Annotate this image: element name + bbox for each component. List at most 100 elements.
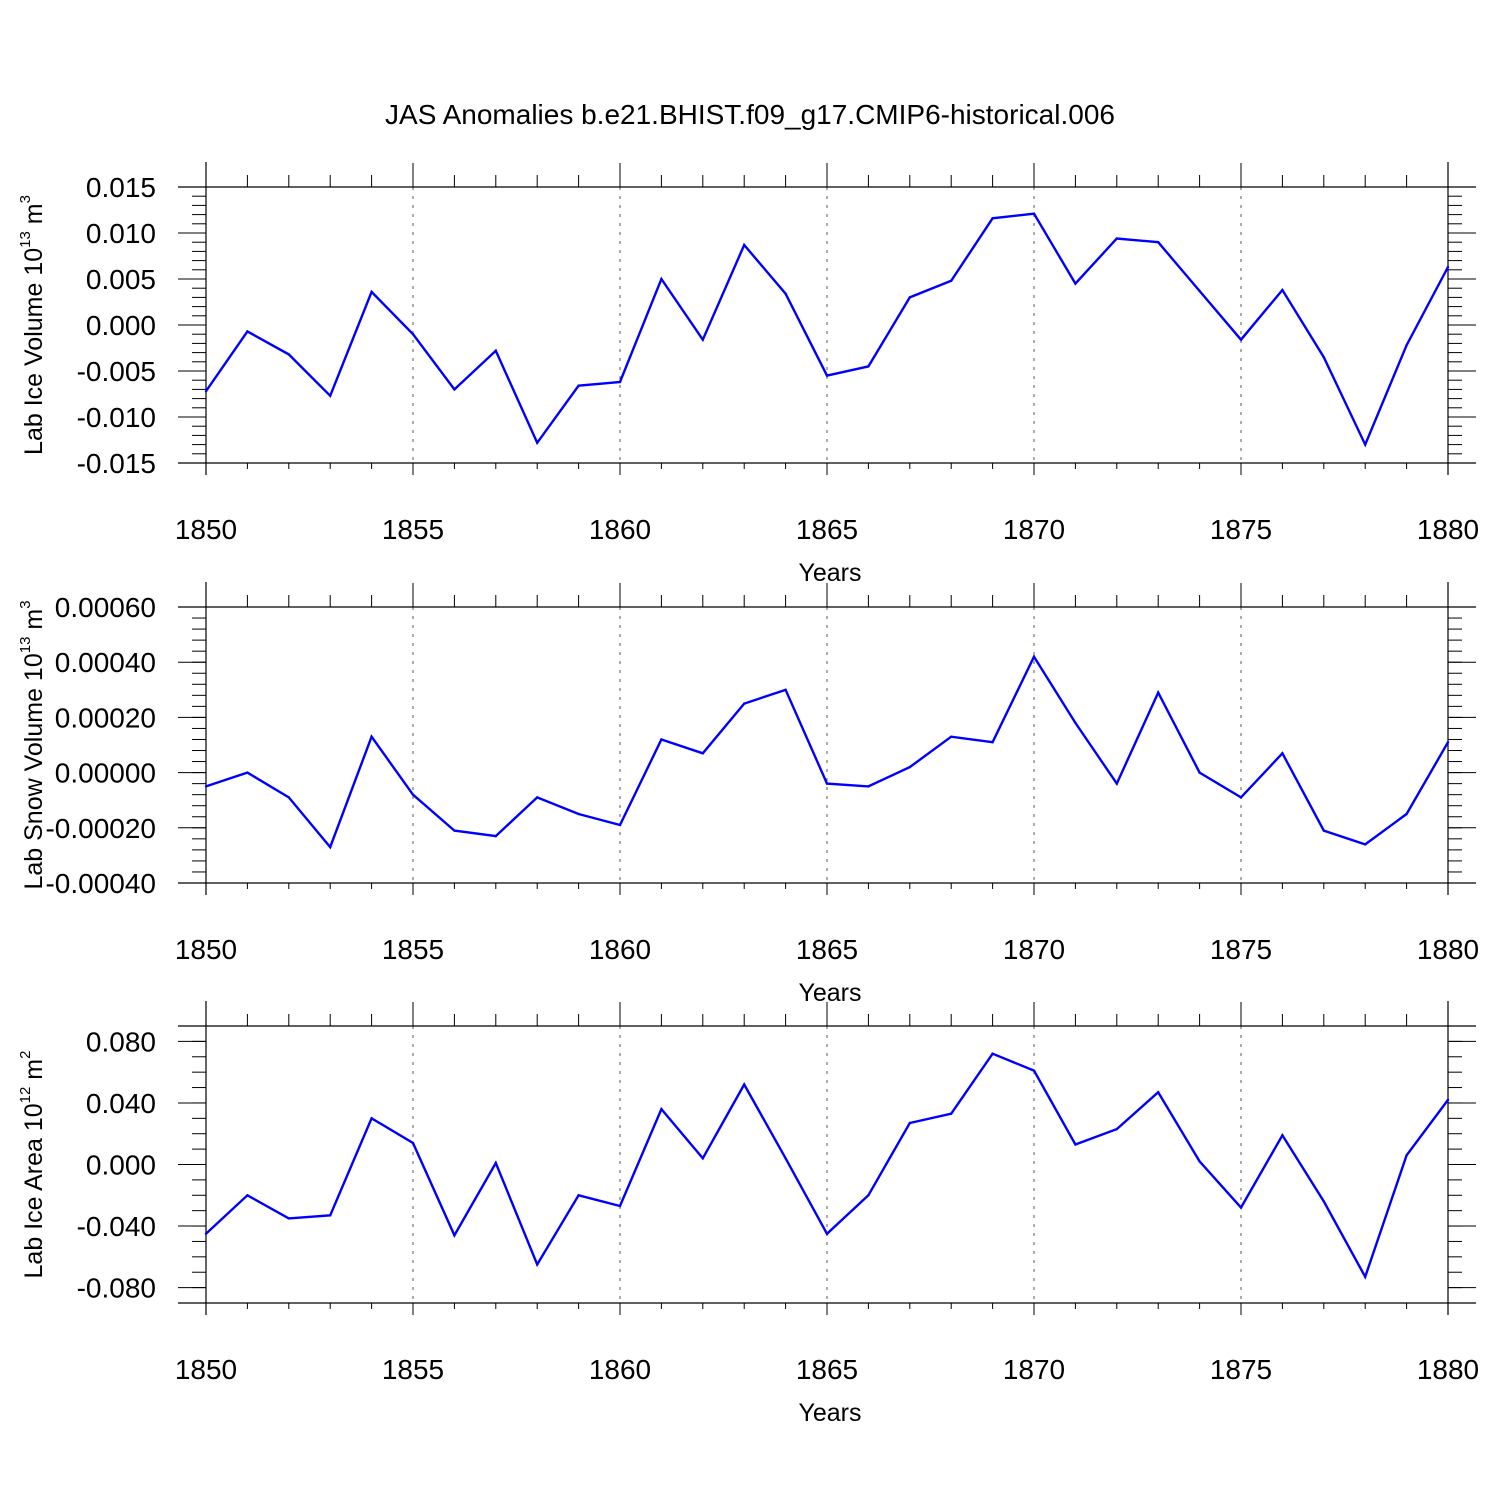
data-point	[950, 1112, 953, 1115]
data-point	[411, 333, 415, 336]
data-point	[1405, 1154, 1408, 1157]
data-point	[494, 1161, 497, 1165]
data-point	[1115, 237, 1119, 240]
data-point	[494, 349, 497, 352]
data-point	[329, 1214, 332, 1217]
data-point	[287, 353, 290, 356]
data-point	[618, 823, 622, 827]
data-point	[453, 829, 456, 832]
y-axis-label-text: Lab Ice Area 10	[20, 1103, 48, 1278]
data-point	[1157, 241, 1160, 244]
data-point	[1115, 782, 1119, 785]
y-tick-label: -0.00020	[45, 813, 156, 844]
x-tick-label: 1870	[1003, 514, 1065, 545]
chart-panel-1: -0.015 -0.010 -0.005 0.000 0.005 0.010 0.015 18…	[17, 162, 1479, 587]
x-tick-label: 1865	[796, 514, 858, 545]
data-point	[370, 735, 373, 738]
data-point	[411, 793, 415, 796]
data-point	[825, 374, 829, 377]
data-point	[701, 752, 704, 755]
data-point	[950, 279, 953, 283]
data-point	[1405, 344, 1408, 347]
data-point	[1322, 356, 1326, 359]
data-point	[577, 812, 580, 816]
data-point	[494, 834, 497, 838]
y-tick-label: 0.00000	[55, 758, 156, 789]
x-axis-label: Years	[798, 559, 861, 587]
data-point	[991, 1052, 994, 1055]
data-point	[536, 796, 539, 799]
chart-panel-3: -0.080 -0.040 0.000 0.040 0.080 1850 1855 1860 1…	[17, 1001, 1479, 1427]
data-point	[370, 1117, 373, 1120]
data-point	[246, 771, 249, 774]
x-tick-label: 1865	[796, 934, 858, 965]
data-point	[991, 741, 994, 744]
y-tick-label: 0.000	[86, 1150, 156, 1181]
data-point	[204, 1232, 208, 1235]
data-point	[1446, 741, 1450, 744]
data-point	[1322, 829, 1326, 832]
y-tick-label: 0.000	[86, 310, 156, 341]
y-tick-label: -0.005	[77, 356, 156, 387]
data-point	[287, 1217, 290, 1220]
y-axis-label-exponent: 12	[17, 1087, 34, 1104]
data-point	[825, 782, 829, 785]
y-tick-label: 0.00060	[55, 592, 156, 623]
x-tick-label: 1875	[1210, 514, 1272, 545]
y-tick-label: 0.005	[86, 264, 156, 295]
chart-panel-2: -0.00040 -0.00020 0.00000 0.00020 0.00040 0.0…	[17, 582, 1479, 1007]
panels: -0.015 -0.010 -0.005 0.000 0.005 0.010 0.015 18…	[17, 162, 1479, 1427]
x-axis-label: Years	[798, 1399, 861, 1427]
data-point	[1281, 288, 1284, 292]
data-point	[618, 380, 622, 384]
data-point	[1198, 771, 1201, 774]
y-axis-label: Lab Ice Area 1012 m2	[17, 1051, 48, 1279]
data-point	[701, 338, 704, 341]
data-point	[867, 785, 870, 788]
data-point	[1198, 1160, 1201, 1163]
data-point	[618, 1204, 622, 1208]
data-point	[1446, 265, 1450, 269]
data-point	[1239, 338, 1243, 341]
y-tick-label: 0.015	[86, 172, 156, 203]
data-point	[950, 735, 953, 738]
data-point	[743, 1083, 746, 1086]
x-tick-label: 1880	[1417, 1354, 1479, 1385]
data-point	[1322, 1200, 1326, 1203]
y-axis-label-unit-exponent: 3	[17, 195, 34, 203]
y-axis-label-text: Lab Ice Volume 10	[20, 248, 48, 455]
data-point	[825, 1232, 829, 1235]
data-point	[1198, 289, 1201, 293]
figure-title: JAS Anomalies b.e21.BHIST.f09_g17.CMIP6-…	[385, 99, 1115, 130]
y-tick-label: 0.080	[86, 1026, 156, 1057]
y-tick-label: -0.010	[77, 402, 156, 433]
data-point	[908, 296, 911, 299]
data-point	[1032, 212, 1036, 215]
data-point	[536, 1263, 539, 1266]
data-point	[287, 796, 290, 799]
data-point	[329, 845, 332, 849]
data-point	[784, 292, 787, 295]
data-point	[701, 1157, 704, 1160]
y-tick-label: -0.040	[77, 1211, 156, 1242]
data-point	[577, 384, 580, 387]
data-point	[908, 1121, 911, 1125]
data-point	[743, 243, 746, 247]
x-tick-label: 1850	[175, 1354, 237, 1385]
y-axis-label-exponent: 13	[17, 231, 34, 248]
data-point	[991, 217, 994, 220]
x-axis-label: Years	[798, 979, 861, 1007]
y-axis-label-text: Lab Snow Volume 10	[20, 653, 48, 889]
data-point	[660, 738, 663, 741]
data-point	[1074, 282, 1077, 285]
data-point	[1239, 1206, 1243, 1209]
data-point	[660, 277, 663, 281]
data-point	[1281, 1134, 1284, 1137]
y-axis-label: Lab Snow Volume 1013 m3	[17, 600, 48, 889]
y-tick-label: -0.080	[77, 1273, 156, 1304]
data-point	[867, 1194, 870, 1197]
x-tick-label: 1875	[1210, 934, 1272, 965]
data-point	[743, 702, 746, 705]
data-point	[1157, 691, 1160, 694]
